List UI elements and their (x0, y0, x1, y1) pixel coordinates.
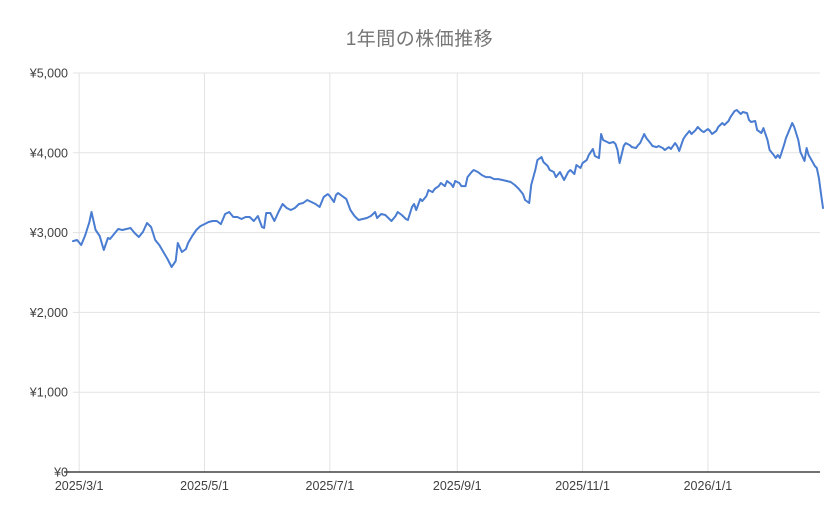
y-axis-tick-label: ¥5,000 (29, 67, 68, 81)
x-axis-tick-label: 2025/11/1 (555, 479, 610, 493)
x-axis-tick-label: 2026/1/1 (684, 479, 733, 493)
price-line-series (72, 109, 824, 268)
x-axis-tick-label: 2025/3/1 (55, 479, 104, 493)
y-axis-tick-label: ¥4,000 (29, 146, 68, 160)
y-axis-tick-label: ¥2,000 (29, 306, 68, 320)
y-axis-tick-label: ¥3,000 (29, 226, 68, 240)
x-axis-tick-label: 2025/7/1 (306, 479, 355, 493)
x-axis-tick-label: 2025/9/1 (433, 479, 482, 493)
y-axis-tick-label: ¥1,000 (29, 386, 68, 400)
y-axis-tick-label: ¥0 (53, 466, 68, 480)
x-axis-tick-label: 2025/5/1 (180, 479, 229, 493)
chart-title: 1年間の株価推移 (345, 29, 494, 50)
